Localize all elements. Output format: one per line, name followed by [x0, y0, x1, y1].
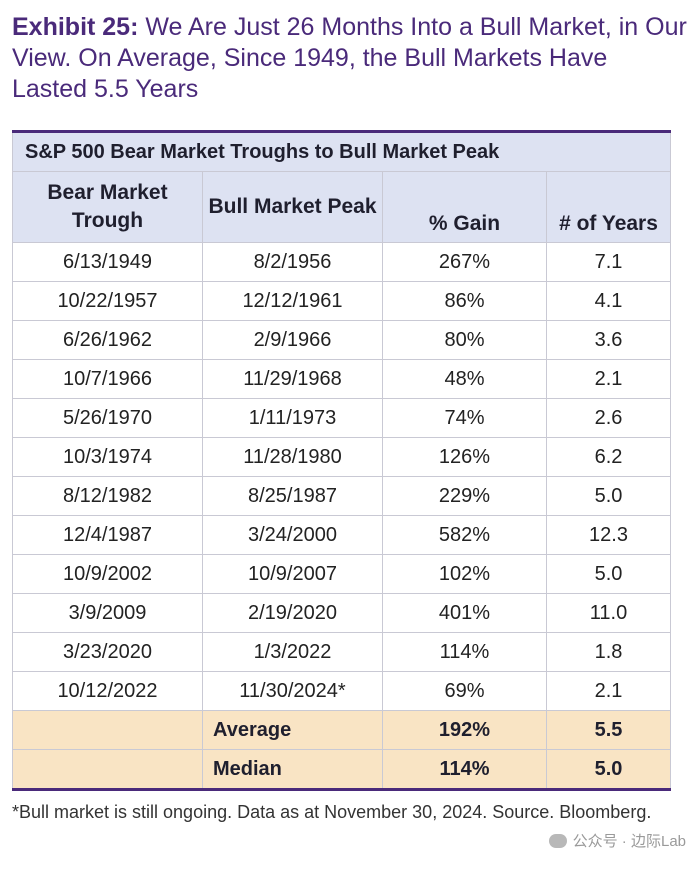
gain-cell: 114%: [382, 632, 547, 672]
table-row: 12/4/1987 3/24/2000 582% 12.3: [12, 515, 671, 555]
peak-date-cell: 3/24/2000: [202, 515, 383, 555]
peak-date-cell: 12/12/1961: [202, 281, 383, 321]
summary-years: 5.5: [546, 710, 671, 750]
years-cell: 7.1: [546, 242, 671, 282]
trough-date-cell: 12/4/1987: [12, 515, 203, 555]
summary-years: 5.0: [546, 749, 671, 791]
watermark: 公众号 · 边际Lab: [548, 830, 686, 851]
peak-date-cell: 1/3/2022: [202, 632, 383, 672]
summary-row-median: Median 114% 5.0: [12, 749, 671, 791]
gain-cell: 582%: [382, 515, 547, 555]
years-cell: 4.1: [546, 281, 671, 321]
years-cell: 2.6: [546, 398, 671, 438]
gain-cell: 267%: [382, 242, 547, 282]
trough-date-cell: 10/3/1974: [12, 437, 203, 477]
gain-cell: 102%: [382, 554, 547, 594]
table-row: 10/3/1974 11/28/1980 126% 6.2: [12, 437, 671, 477]
summary-row-average: Average 192% 5.5: [12, 710, 671, 750]
years-cell: 3.6: [546, 320, 671, 360]
years-cell: 6.2: [546, 437, 671, 477]
trough-date-cell: 3/23/2020: [12, 632, 203, 672]
years-cell: 2.1: [546, 671, 671, 711]
trough-date-cell: 10/12/2022: [12, 671, 203, 711]
header-years: # of Years: [546, 171, 671, 243]
footnote: *Bull market is still ongoing. Data as a…: [12, 802, 652, 822]
gain-cell: 126%: [382, 437, 547, 477]
table-row: 3/9/2009 2/19/2020 401% 11.0: [12, 593, 671, 633]
gain-cell: 74%: [382, 398, 547, 438]
peak-date-cell: 10/9/2007: [202, 554, 383, 594]
exhibit-title-text: We Are Just 26 Months Into a Bull Market…: [12, 13, 687, 103]
peak-date-cell: 11/29/1968: [202, 359, 383, 399]
table-row: 6/13/1949 8/2/1956 267% 7.1: [12, 242, 671, 282]
trough-date-cell: 6/13/1949: [12, 242, 203, 282]
header-bull-peak: Bull Market Peak: [202, 171, 383, 243]
summary-label: Average: [202, 710, 383, 750]
peak-date-cell: 8/25/1987: [202, 476, 383, 516]
years-cell: 1.8: [546, 632, 671, 672]
table-row: 8/12/1982 8/25/1987 229% 5.0: [12, 476, 671, 516]
years-cell: 12.3: [546, 515, 671, 555]
trough-date-cell: 5/26/1970: [12, 398, 203, 438]
summary-label: Median: [202, 749, 383, 791]
wechat-icon: [548, 833, 567, 848]
peak-date-cell: 11/30/2024*: [202, 671, 383, 711]
header-gain: % Gain: [382, 171, 547, 243]
years-cell: 5.0: [546, 476, 671, 516]
years-cell: 11.0: [546, 593, 671, 633]
exhibit-number: Exhibit 25:: [12, 13, 139, 41]
table-caption: S&P 500 Bear Market Troughs to Bull Mark…: [12, 130, 671, 172]
summary-gain: 192%: [382, 710, 547, 750]
peak-date-cell: 11/28/1980: [202, 437, 383, 477]
years-cell: 5.0: [546, 554, 671, 594]
peak-date-cell: 2/9/1966: [202, 320, 383, 360]
peak-date-cell: 1/11/1973: [202, 398, 383, 438]
header-bear-trough: Bear Market Trough: [12, 171, 203, 243]
table-row: 10/12/2022 11/30/2024* 69% 2.1: [12, 671, 671, 711]
trough-date-cell: 10/22/1957: [12, 281, 203, 321]
summary-empty-cell: [12, 749, 203, 791]
bull-market-table: S&P 500 Bear Market Troughs to Bull Mark…: [12, 130, 671, 791]
summary-gain: 114%: [382, 749, 547, 791]
table-row: 10/22/1957 12/12/1961 86% 4.1: [12, 281, 671, 321]
watermark-text: 公众号 · 边际Lab: [572, 833, 686, 850]
trough-date-cell: 10/9/2002: [12, 554, 203, 594]
table-row: 5/26/1970 1/11/1973 74% 2.6: [12, 398, 671, 438]
table-row: 10/9/2002 10/9/2007 102% 5.0: [12, 554, 671, 594]
table-row: 6/26/1962 2/9/1966 80% 3.6: [12, 320, 671, 360]
table-row: 3/23/2020 1/3/2022 114% 1.8: [12, 632, 671, 672]
trough-date-cell: 10/7/1966: [12, 359, 203, 399]
trough-date-cell: 6/26/1962: [12, 320, 203, 360]
trough-date-cell: 3/9/2009: [12, 593, 203, 633]
gain-cell: 80%: [382, 320, 547, 360]
summary-empty-cell: [12, 710, 203, 750]
gain-cell: 48%: [382, 359, 547, 399]
gain-cell: 401%: [382, 593, 547, 633]
trough-date-cell: 8/12/1982: [12, 476, 203, 516]
peak-date-cell: 2/19/2020: [202, 593, 383, 633]
gain-cell: 229%: [382, 476, 547, 516]
table-row: 10/7/1966 11/29/1968 48% 2.1: [12, 359, 671, 399]
gain-cell: 86%: [382, 281, 547, 321]
gain-cell: 69%: [382, 671, 547, 711]
peak-date-cell: 8/2/1956: [202, 242, 383, 282]
exhibit-title: Exhibit 25: We Are Just 26 Months Into a…: [12, 12, 688, 105]
table-body: 6/13/1949 8/2/1956 267% 7.1 10/22/1957 12/12/…: [12, 242, 671, 711]
years-cell: 2.1: [546, 359, 671, 399]
